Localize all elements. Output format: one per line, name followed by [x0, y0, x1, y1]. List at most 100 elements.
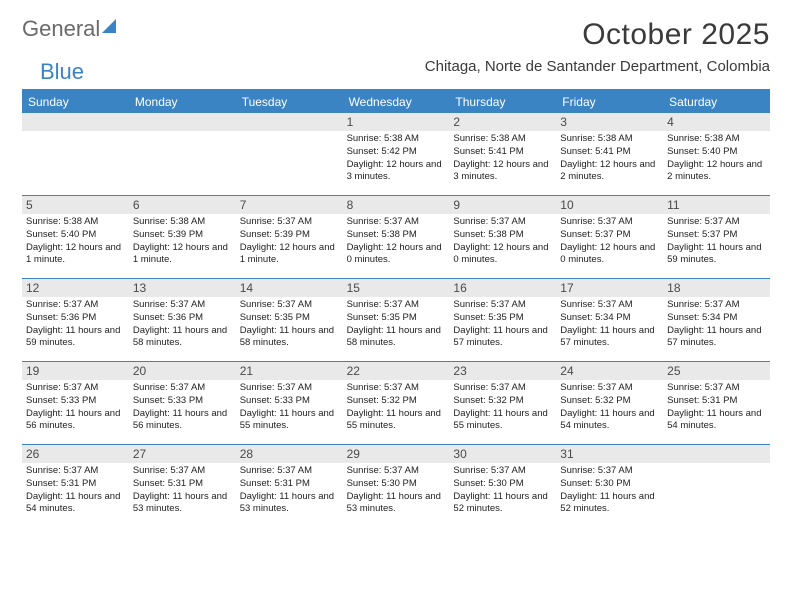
calendar-cell: 18Sunrise: 5:37 AMSunset: 5:34 PMDayligh… [663, 279, 770, 361]
calendar-cell: 11Sunrise: 5:37 AMSunset: 5:37 PMDayligh… [663, 196, 770, 278]
daylight-text: Daylight: 12 hours and 2 minutes. [560, 159, 659, 185]
sunrise-text: Sunrise: 5:38 AM [347, 133, 446, 146]
sunset-text: Sunset: 5:33 PM [133, 395, 232, 408]
day-info: Sunrise: 5:37 AMSunset: 5:38 PMDaylight:… [347, 216, 446, 267]
calendar-cell: 16Sunrise: 5:37 AMSunset: 5:35 PMDayligh… [449, 279, 556, 361]
weekday-label: Thursday [449, 91, 556, 113]
day-info: Sunrise: 5:37 AMSunset: 5:32 PMDaylight:… [347, 382, 446, 433]
sunset-text: Sunset: 5:32 PM [347, 395, 446, 408]
sunrise-text: Sunrise: 5:38 AM [667, 133, 766, 146]
day-number: 9 [449, 196, 556, 214]
day-number: 30 [449, 445, 556, 463]
day-info: Sunrise: 5:37 AMSunset: 5:30 PMDaylight:… [347, 465, 446, 516]
day-number: 19 [22, 362, 129, 380]
calendar-week: 26 Sunrise: 5:37 AMSunset: 5:31 PMDayligh… [22, 444, 770, 527]
daylight-text: Daylight: 11 hours and 57 minutes. [560, 325, 659, 351]
sunset-text: Sunset: 5:34 PM [667, 312, 766, 325]
day-number: 28 [236, 445, 343, 463]
day-info: Sunrise: 5:37 AMSunset: 5:32 PMDaylight:… [453, 382, 552, 433]
day-info: Sunrise: 5:37 AMSunset: 5:34 PMDaylight:… [667, 299, 766, 350]
sunset-text: Sunset: 5:37 PM [560, 229, 659, 242]
sunset-text: Sunset: 5:30 PM [347, 478, 446, 491]
calendar-cell: 17Sunrise: 5:37 AMSunset: 5:34 PMDayligh… [556, 279, 663, 361]
calendar-cell [663, 445, 770, 527]
sunset-text: Sunset: 5:30 PM [453, 478, 552, 491]
brand-logo: General [22, 18, 116, 40]
brand-part2: Blue [40, 61, 84, 83]
daylight-text: Daylight: 11 hours and 53 minutes. [133, 491, 232, 517]
daylight-text: Daylight: 11 hours and 59 minutes. [26, 325, 125, 351]
daylight-text: Daylight: 12 hours and 1 minute. [26, 242, 125, 268]
daylight-text: Daylight: 11 hours and 52 minutes. [453, 491, 552, 517]
day-info: Sunrise: 5:37 AMSunset: 5:37 PMDaylight:… [667, 216, 766, 267]
day-info: Sunrise: 5:37 AMSunset: 5:35 PMDaylight:… [453, 299, 552, 350]
daylight-text: Daylight: 11 hours and 58 minutes. [347, 325, 446, 351]
sunrise-text: Sunrise: 5:37 AM [667, 382, 766, 395]
sunset-text: Sunset: 5:31 PM [667, 395, 766, 408]
weekday-label: Sunday [22, 91, 129, 113]
day-info: Sunrise: 5:37 AMSunset: 5:33 PMDaylight:… [133, 382, 232, 433]
sunrise-text: Sunrise: 5:37 AM [667, 299, 766, 312]
daylight-text: Daylight: 11 hours and 55 minutes. [453, 408, 552, 434]
calendar-cell: 20Sunrise: 5:37 AMSunset: 5:33 PMDayligh… [129, 362, 236, 444]
calendar-cell: 10Sunrise: 5:37 AMSunset: 5:37 PMDayligh… [556, 196, 663, 278]
day-info: Sunrise: 5:37 AMSunset: 5:30 PMDaylight:… [560, 465, 659, 516]
logo-triangle-icon [102, 19, 116, 33]
daylight-text: Daylight: 11 hours and 57 minutes. [667, 325, 766, 351]
day-info: Sunrise: 5:37 AMSunset: 5:38 PMDaylight:… [453, 216, 552, 267]
sunset-text: Sunset: 5:41 PM [453, 146, 552, 159]
day-info: Sunrise: 5:37 AMSunset: 5:33 PMDaylight:… [240, 382, 339, 433]
sunset-text: Sunset: 5:35 PM [453, 312, 552, 325]
sunrise-text: Sunrise: 5:37 AM [26, 382, 125, 395]
day-number: 23 [449, 362, 556, 380]
day-info: Sunrise: 5:37 AMSunset: 5:32 PMDaylight:… [560, 382, 659, 433]
calendar-cell: 26 Sunrise: 5:37 AMSunset: 5:31 PMDayligh… [22, 445, 129, 527]
weekday-label: Friday [556, 91, 663, 113]
day-number: 24 [556, 362, 663, 380]
weekday-label: Saturday [663, 91, 770, 113]
day-number: 26 [22, 445, 129, 463]
sunset-text: Sunset: 5:42 PM [347, 146, 446, 159]
sunrise-text: Sunrise: 5:37 AM [133, 299, 232, 312]
day-number: 2 [449, 113, 556, 131]
calendar-week: 19Sunrise: 5:37 AMSunset: 5:33 PMDayligh… [22, 361, 770, 444]
day-info: Sunrise: 5:38 AMSunset: 5:41 PMDaylight:… [453, 133, 552, 184]
day-number: 5 [22, 196, 129, 214]
sunrise-text: Sunrise: 5:38 AM [453, 133, 552, 146]
daylight-text: Daylight: 12 hours and 2 minutes. [667, 159, 766, 185]
daylight-text: Daylight: 11 hours and 57 minutes. [453, 325, 552, 351]
day-number: 29 [343, 445, 450, 463]
daylight-text: Daylight: 11 hours and 53 minutes. [347, 491, 446, 517]
sunset-text: Sunset: 5:32 PM [453, 395, 552, 408]
day-number [663, 445, 770, 463]
day-info: Sunrise: 5:37 AMSunset: 5:34 PMDaylight:… [560, 299, 659, 350]
sunset-text: Sunset: 5:38 PM [347, 229, 446, 242]
daylight-text: Daylight: 11 hours and 55 minutes. [347, 408, 446, 434]
sunset-text: Sunset: 5:35 PM [240, 312, 339, 325]
sunrise-text: Sunrise: 5:37 AM [240, 216, 339, 229]
calendar-cell: 19Sunrise: 5:37 AMSunset: 5:33 PMDayligh… [22, 362, 129, 444]
sunrise-text: Sunrise: 5:37 AM [667, 216, 766, 229]
day-info: Sunrise: 5:37 AMSunset: 5:31 PMDaylight:… [26, 465, 125, 516]
sunrise-text: Sunrise: 5:37 AM [347, 299, 446, 312]
calendar-cell: 28Sunrise: 5:37 AMSunset: 5:31 PMDayligh… [236, 445, 343, 527]
sunrise-text: Sunrise: 5:38 AM [133, 216, 232, 229]
day-number: 13 [129, 279, 236, 297]
sunset-text: Sunset: 5:40 PM [26, 229, 125, 242]
sunset-text: Sunset: 5:31 PM [26, 478, 125, 491]
daylight-text: Daylight: 12 hours and 0 minutes. [453, 242, 552, 268]
day-info: Sunrise: 5:37 AMSunset: 5:37 PMDaylight:… [560, 216, 659, 267]
daylight-text: Daylight: 11 hours and 54 minutes. [667, 408, 766, 434]
day-number: 21 [236, 362, 343, 380]
day-info: Sunrise: 5:37 AMSunset: 5:31 PMDaylight:… [667, 382, 766, 433]
sunrise-text: Sunrise: 5:37 AM [347, 216, 446, 229]
calendar-cell: 3Sunrise: 5:38 AMSunset: 5:41 PMDaylight… [556, 113, 663, 195]
sunrise-text: Sunrise: 5:37 AM [347, 382, 446, 395]
daylight-text: Daylight: 11 hours and 55 minutes. [240, 408, 339, 434]
sunrise-text: Sunrise: 5:37 AM [453, 382, 552, 395]
calendar-cell: 5Sunrise: 5:38 AMSunset: 5:40 PMDaylight… [22, 196, 129, 278]
calendar-cell: 21 Sunrise: 5:37 AMSunset: 5:33 PMDayligh… [236, 362, 343, 444]
day-number: 12 [22, 279, 129, 297]
sunrise-text: Sunrise: 5:37 AM [240, 382, 339, 395]
daylight-text: Daylight: 12 hours and 3 minutes. [453, 159, 552, 185]
